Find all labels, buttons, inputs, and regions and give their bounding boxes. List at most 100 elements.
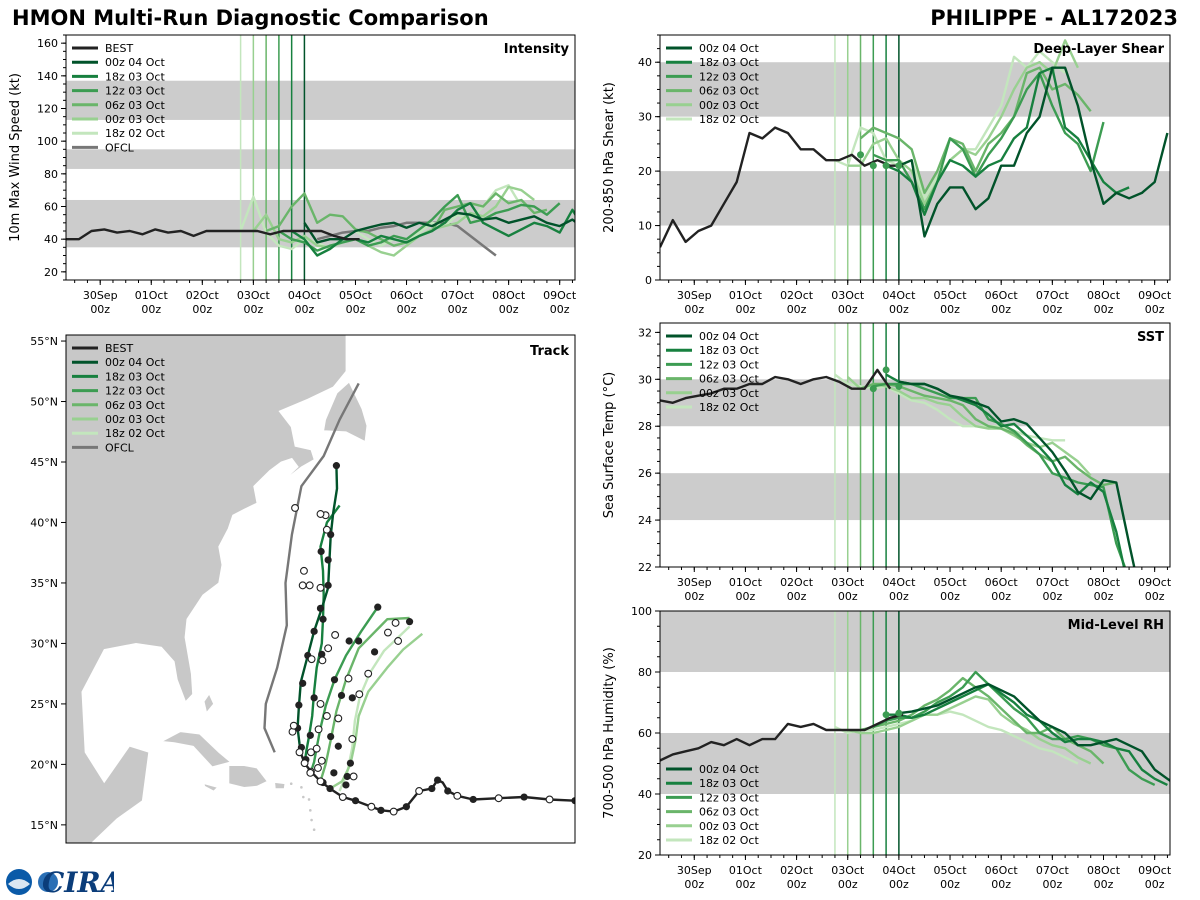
forecast-line [898,683,1170,783]
track-point-open [300,566,308,575]
track-point-open [367,802,376,811]
y-tick-label: 60 [44,201,58,214]
legend-label: 06z 03 Oct [105,399,165,412]
legend-label: 00z 04 Oct [105,356,165,369]
track-point [374,603,382,611]
legend-label: 18z 02 Oct [699,113,759,126]
threshold-band [66,199,575,248]
legend-label: 12z 03 Oct [105,85,165,98]
x-tick-label: 07Oct [1036,864,1070,877]
forecast-track [296,465,339,755]
track-point-open [545,795,554,804]
legend-label: OFCL [105,141,135,154]
y-tick-label: 40 [44,233,58,246]
x-tick-label: 09Oct [1138,289,1172,302]
track-point [317,547,325,556]
land-mass [160,731,232,768]
track-point [327,732,335,741]
x-tick-label: 08Oct [1087,289,1121,302]
intensity-panel: 2040608010012014016030Sep00z01Oct00z02Oc… [8,34,577,316]
best-point [895,162,903,170]
panel-title: SST [1137,330,1164,345]
land-mass [203,783,219,792]
y-axis-label: 10m Max Wind Speed (kt) [8,73,23,242]
x-tick-sublabel: 00z [1094,303,1114,316]
land-mass [228,765,268,788]
x-tick-sublabel: 00z [1042,303,1062,316]
x-tick-sublabel: 00z [838,878,858,891]
x-tick-label: 04Oct [882,289,916,302]
legend-label: OFCL [105,441,135,454]
land-mass [66,335,347,843]
track-point-open [314,725,323,734]
forecast-line [252,185,535,257]
lat-tick-label: 40°N [30,516,58,529]
track-point [469,795,477,804]
x-tick-label: 02Oct [186,289,220,302]
legend-label: 00z 03 Oct [699,387,759,400]
island [300,786,303,789]
legend-label: 00z 03 Oct [105,113,165,126]
legend-label: 18z 03 Oct [699,56,759,69]
panel-title: Intensity [504,42,570,57]
island [308,859,311,862]
legend-label: 12z 03 Oct [699,70,759,83]
track-point [444,787,452,795]
track-point [355,637,363,645]
track-point [377,806,385,814]
track-point-open [389,807,398,816]
legend-label: BEST [105,42,133,55]
x-tick-label: 05Oct [934,289,968,302]
x-tick-label: 06Oct [390,289,424,302]
track-point-open [383,628,392,637]
track-point [318,650,326,658]
shear-panel: 01020304030Sep00z01Oct00z02Oct00z03Oct00… [602,34,1172,316]
track-point-open [391,618,400,627]
legend-label: 00z 03 Oct [699,99,759,112]
land-mass [323,381,368,443]
track-point [520,793,528,801]
x-tick-label: 06Oct [985,289,1019,302]
y-tick-label: 28 [638,420,652,433]
track-point [326,784,334,793]
y-tick-label: 32 [638,326,652,339]
forecast-line [847,695,1092,765]
lat-tick-label: 25°N [30,698,58,711]
forecast-line [886,683,1168,786]
track-point-open [316,699,325,708]
legend-label: 18z 02 Oct [105,427,165,440]
forecast-line [885,66,1130,216]
island [309,809,312,812]
forecast-line [898,66,1169,238]
figure-title: HMON Multi-Run Diagnostic Comparison [12,6,489,30]
y-tick-label: 30 [638,111,652,124]
x-tick-sublabel: 00z [1145,590,1165,603]
panel-title: Mid-Level RH [1068,618,1164,633]
best-line [660,368,892,404]
track-point-open [364,669,373,678]
track-point [299,679,307,687]
best-point [895,709,903,717]
track-point [405,618,414,626]
y-tick-label: 26 [638,467,652,480]
track-point-open [316,510,325,518]
track-point [345,637,353,645]
x-tick-sublabel: 00z [889,303,909,316]
track-point [571,797,575,805]
best-point [869,385,877,393]
x-tick-sublabel: 00z [736,303,756,316]
track-point [330,676,339,684]
forecast-line [873,382,1127,567]
island [312,845,315,848]
x-tick-sublabel: 00z [1145,303,1165,316]
track-point-open [312,744,321,753]
y-axis-label: Sea Surface Temp (°C) [602,372,617,519]
legend-label: 18z 03 Oct [105,70,165,83]
track-point [402,803,410,811]
shear-series-group [660,39,1169,248]
track-point [310,694,318,702]
forecast-line [859,66,1092,195]
track-point [433,776,442,784]
noaa-bird-icon [8,879,30,889]
x-tick-label: 04Oct [288,289,322,302]
